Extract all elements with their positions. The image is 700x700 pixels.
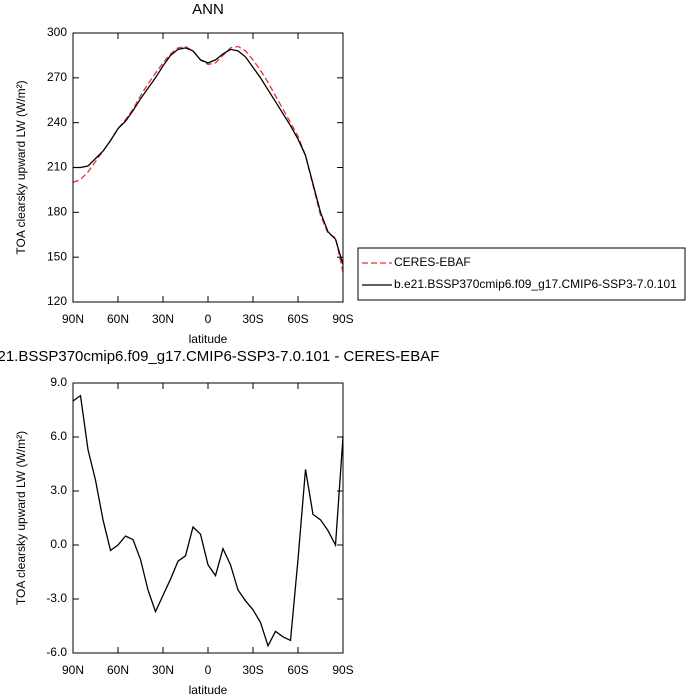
x-tick-label: 90S [332,663,353,677]
chart-title: ANN [192,1,224,18]
x-tick-label: 90S [332,312,353,326]
x-tick-label: 30S [242,663,263,677]
x-tick-label: 60S [287,312,308,326]
x-axis-label: latitude [189,332,228,346]
x-tick-label: 60S [287,663,308,677]
x-tick-label: 60N [107,663,129,677]
x-axis-label: latitude [189,683,228,697]
y-tick-label: 120 [47,294,67,308]
y-axis-label: TOA clearsky upward LW (W/m²) [14,80,28,254]
y-tick-label: 0.0 [50,537,67,551]
x-tick-label: 90N [62,663,84,677]
y-tick-label: 6.0 [50,429,67,443]
y-tick-label: 300 [47,25,67,39]
y-tick-label: -3.0 [46,591,67,605]
plot-frame [72,32,344,303]
data-line [72,394,344,648]
legend-label: CERES-EBAF [394,255,471,269]
y-tick-label: 150 [47,249,67,263]
chart-title: b.e21.BSSP370cmip6.f09_g17.CMIP6-SSP3-7.… [0,348,439,365]
x-tick-label: 0 [205,663,212,677]
y-tick-label: 270 [47,70,67,84]
x-tick-label: 90N [62,312,84,326]
x-tick-label: 30N [152,663,174,677]
x-tick-label: 0 [205,312,212,326]
y-tick-label: 3.0 [50,483,67,497]
y-axis-label: TOA clearsky upward LW (W/m²) [14,431,28,605]
y-tick-label: 9.0 [50,375,67,389]
y-tick-label: 240 [47,115,67,129]
y-tick-label: -6.0 [46,645,67,659]
data-line [72,45,344,273]
y-tick-label: 210 [47,160,67,174]
y-tick-label: 180 [47,205,67,219]
data-line [73,47,344,265]
x-tick-label: 30S [242,312,263,326]
plot-frame [72,382,344,654]
x-tick-label: 60N [107,312,129,326]
legend-box [357,247,686,301]
x-tick-label: 30N [152,312,174,326]
legend-label: b.e21.BSSP370cmip6.f09_g17.CMIP6-SSP3-7.… [394,277,677,291]
